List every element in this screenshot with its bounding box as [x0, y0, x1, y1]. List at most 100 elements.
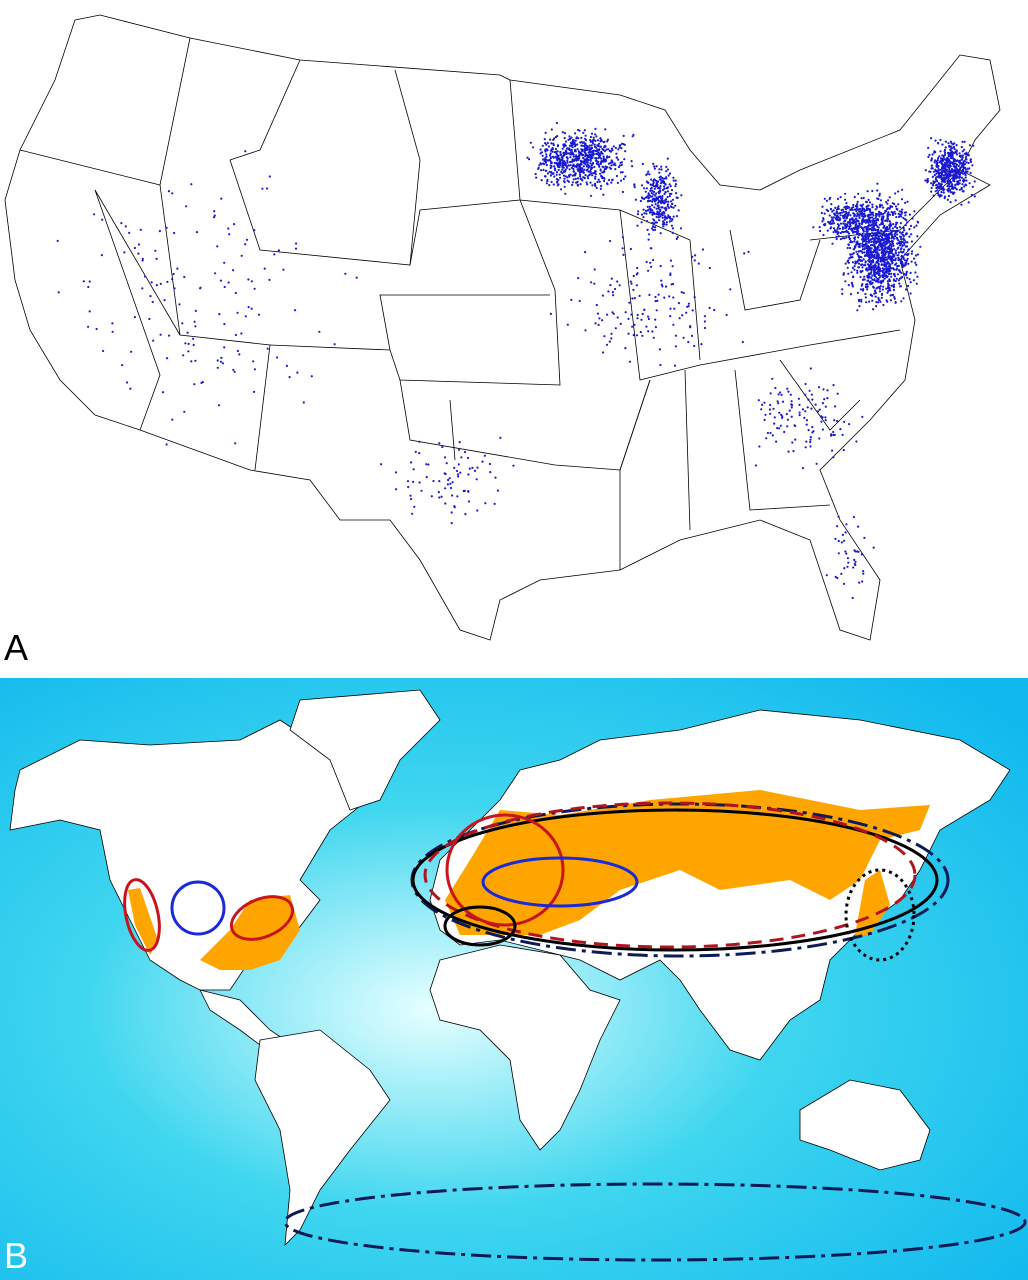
dot	[917, 221, 920, 224]
dot	[663, 187, 666, 190]
dot	[844, 213, 847, 216]
dot	[875, 276, 878, 279]
ellipse	[423, 801, 917, 949]
dot	[903, 248, 906, 251]
dot	[834, 575, 837, 579]
dot	[882, 285, 885, 288]
dot	[661, 176, 664, 180]
dot	[870, 271, 873, 274]
dot	[954, 174, 958, 177]
dot	[882, 244, 886, 247]
dot	[940, 176, 943, 179]
dot	[866, 228, 869, 231]
dot	[200, 381, 203, 384]
dot	[864, 292, 867, 296]
dot	[855, 440, 858, 443]
dot	[448, 477, 451, 480]
dot	[866, 214, 869, 217]
dot	[879, 258, 883, 261]
dot	[296, 371, 299, 374]
dot	[844, 192, 847, 195]
dot	[901, 244, 904, 247]
dot	[659, 208, 662, 211]
dot	[937, 171, 940, 175]
dot	[958, 175, 961, 178]
dot	[823, 398, 826, 401]
dot	[798, 414, 801, 417]
dot	[212, 216, 216, 219]
dot	[887, 241, 890, 244]
dot	[601, 176, 604, 180]
dot	[948, 163, 951, 167]
dot	[282, 268, 285, 271]
dot	[703, 315, 707, 318]
dot	[963, 140, 966, 143]
dot	[886, 275, 889, 278]
dot	[101, 218, 104, 221]
dot	[554, 155, 557, 158]
dot	[790, 415, 793, 418]
dot	[961, 156, 964, 159]
dot	[655, 309, 658, 312]
dot	[860, 226, 863, 229]
dot	[856, 200, 859, 203]
dot	[542, 168, 545, 171]
dot	[936, 141, 940, 145]
dot	[574, 177, 577, 180]
dot	[947, 177, 950, 180]
dot	[870, 240, 873, 243]
dot	[892, 255, 896, 258]
dot	[873, 219, 876, 222]
dot	[596, 312, 600, 315]
dot	[93, 213, 96, 216]
dot	[657, 206, 660, 209]
dot	[932, 194, 935, 197]
dot	[566, 176, 569, 179]
dot	[869, 262, 873, 265]
dot	[605, 343, 609, 346]
dot	[689, 325, 692, 328]
dot	[460, 456, 463, 459]
dot	[549, 152, 552, 155]
dot	[868, 224, 872, 227]
dot	[887, 252, 890, 255]
dot	[409, 494, 412, 497]
dot	[955, 163, 959, 166]
dot	[556, 184, 559, 187]
dot	[857, 550, 860, 553]
dot	[582, 176, 585, 179]
dot	[967, 161, 970, 165]
dot	[612, 294, 615, 297]
dot	[862, 258, 865, 261]
dot	[602, 176, 606, 180]
south-america	[254, 1029, 391, 1247]
dot	[413, 505, 416, 508]
dot	[656, 299, 659, 302]
dot	[856, 220, 859, 223]
dot	[538, 164, 541, 167]
dot	[892, 283, 896, 286]
dot	[849, 253, 852, 256]
dot	[915, 282, 918, 285]
dot	[608, 149, 612, 153]
dot	[589, 147, 593, 150]
dot	[943, 176, 946, 179]
dot	[867, 198, 870, 201]
dot	[553, 175, 556, 178]
dot	[861, 251, 864, 254]
dot	[552, 183, 555, 186]
dot	[576, 177, 580, 180]
dot	[675, 215, 679, 218]
dot	[787, 450, 790, 453]
dot	[853, 265, 856, 268]
dot	[787, 390, 790, 393]
dot	[899, 235, 902, 238]
dot	[786, 425, 789, 428]
dot	[562, 144, 565, 147]
dot	[961, 183, 964, 186]
dot	[850, 227, 854, 230]
dot	[883, 274, 886, 277]
dot	[804, 410, 807, 413]
dot	[589, 159, 592, 162]
dot	[672, 176, 675, 179]
